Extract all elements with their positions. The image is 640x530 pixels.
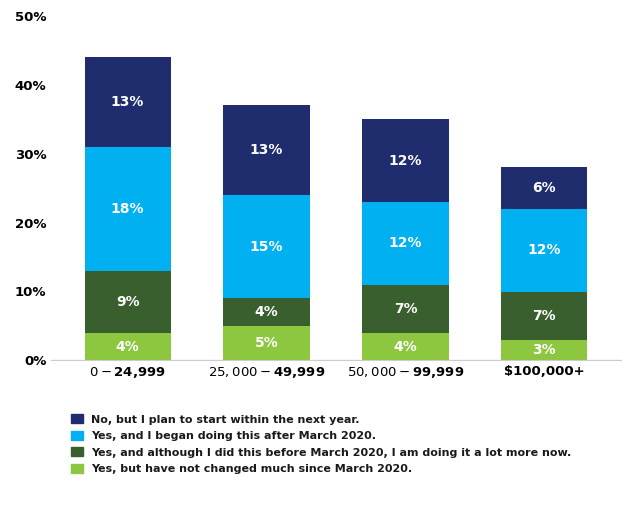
- Text: 12%: 12%: [388, 154, 422, 167]
- Bar: [501, 340, 588, 360]
- Text: 5%: 5%: [255, 336, 278, 350]
- Text: 13%: 13%: [111, 95, 144, 109]
- Text: 15%: 15%: [250, 240, 284, 254]
- Text: 7%: 7%: [532, 308, 556, 323]
- Text: 6%: 6%: [532, 181, 556, 195]
- Bar: [362, 119, 449, 202]
- Bar: [501, 209, 588, 292]
- Bar: [223, 105, 310, 195]
- Bar: [501, 167, 588, 209]
- Bar: [501, 292, 588, 340]
- Text: 13%: 13%: [250, 143, 284, 157]
- Bar: [84, 147, 171, 271]
- Bar: [362, 333, 449, 360]
- Bar: [362, 285, 449, 333]
- Bar: [84, 271, 171, 333]
- Text: 9%: 9%: [116, 295, 140, 309]
- Text: 4%: 4%: [116, 340, 140, 354]
- Bar: [84, 333, 171, 360]
- Bar: [223, 298, 310, 326]
- Legend: No, but I plan to start within the next year., Yes, and I began doing this after: No, but I plan to start within the next …: [68, 411, 575, 478]
- Bar: [84, 57, 171, 147]
- Text: 12%: 12%: [388, 236, 422, 250]
- Text: 7%: 7%: [394, 302, 417, 316]
- Bar: [223, 195, 310, 298]
- Text: 3%: 3%: [532, 343, 556, 357]
- Text: 4%: 4%: [394, 340, 417, 354]
- Text: 12%: 12%: [527, 243, 561, 257]
- Text: 4%: 4%: [255, 305, 278, 319]
- Text: 18%: 18%: [111, 202, 145, 216]
- Bar: [362, 202, 449, 285]
- Bar: [223, 326, 310, 360]
